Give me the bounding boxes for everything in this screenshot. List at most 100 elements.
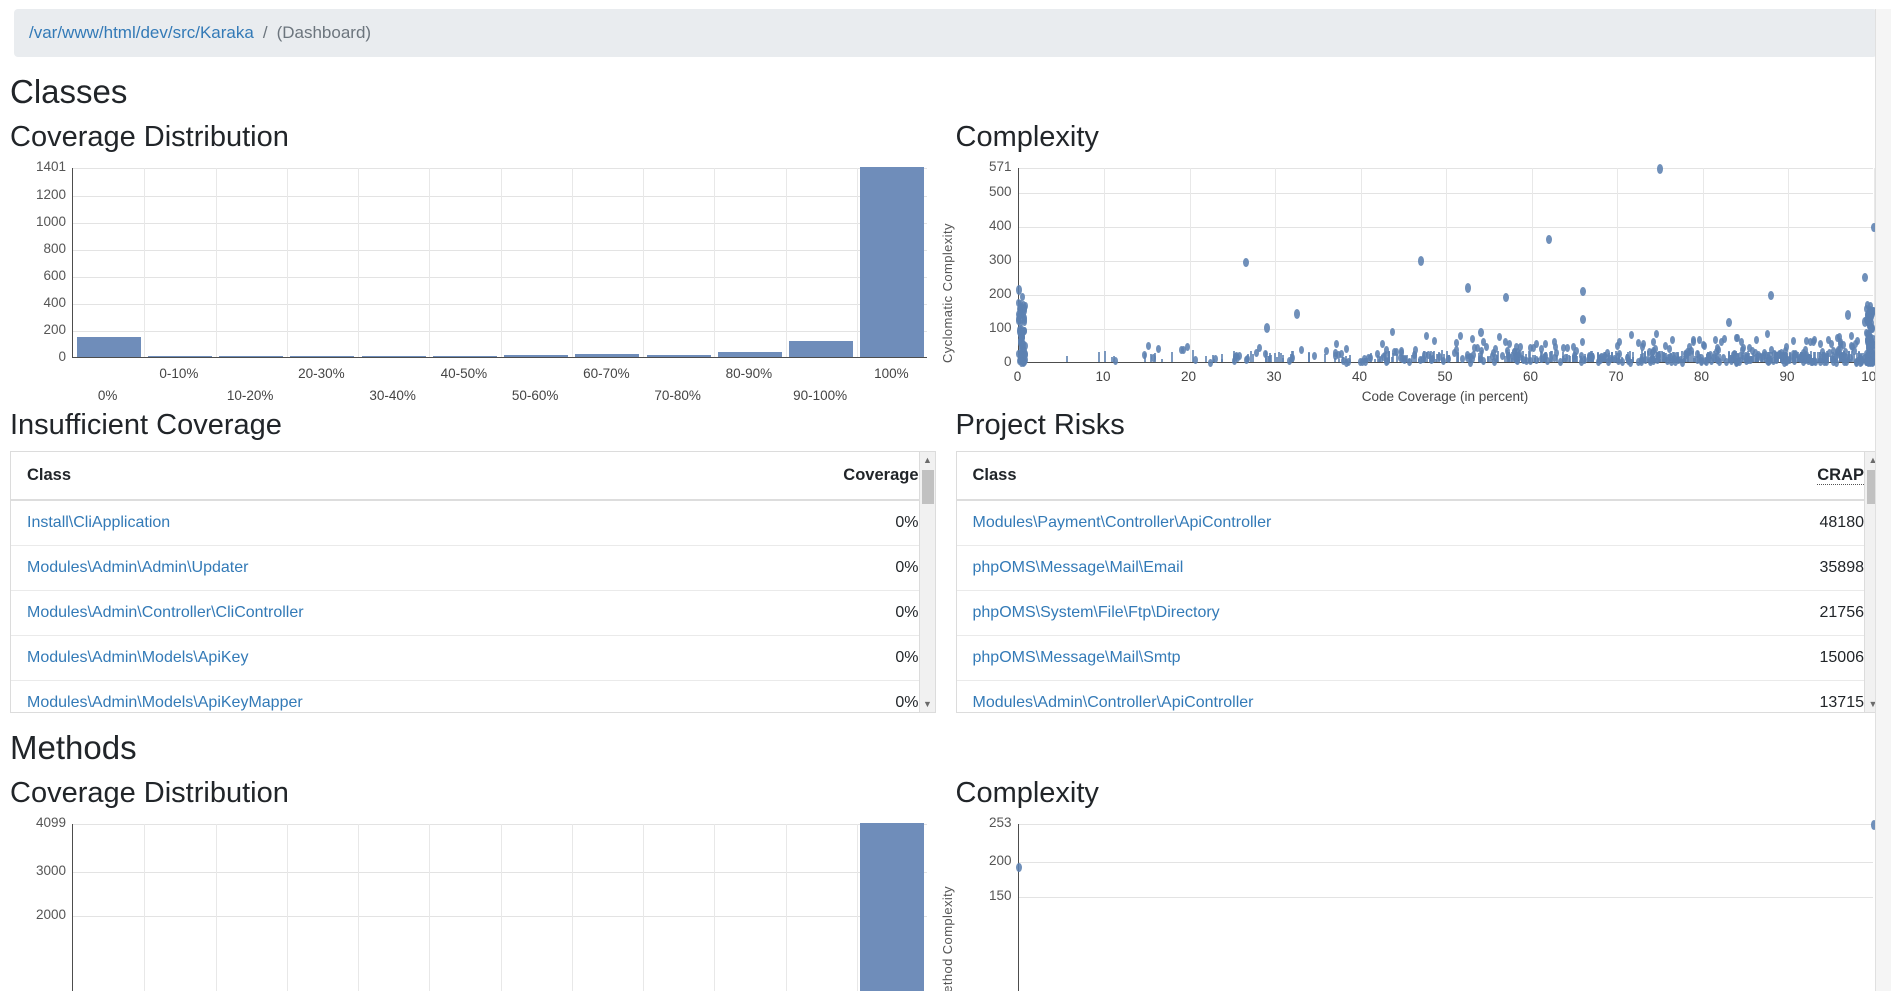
data-point bbox=[1514, 356, 1520, 365]
gridline-vertical bbox=[287, 823, 288, 991]
data-point bbox=[1423, 331, 1429, 340]
insufficient-coverage-scrollbar[interactable]: ▲ ▼ bbox=[918, 451, 935, 712]
density-tick bbox=[1662, 351, 1665, 363]
data-point bbox=[1638, 357, 1644, 366]
table-row: Modules\Admin\Admin\Updater 0% bbox=[11, 545, 935, 591]
class-link[interactable]: phpOMS\System\File\Ftp\Directory bbox=[972, 603, 1220, 621]
class-link[interactable]: Install\CliApplication bbox=[27, 513, 171, 531]
class-link[interactable]: Modules\Admin\Controller\ApiController bbox=[972, 693, 1254, 711]
density-tick bbox=[1687, 352, 1690, 363]
density-tick bbox=[1220, 354, 1223, 363]
data-point bbox=[1380, 339, 1386, 348]
scrollbar-thumb[interactable] bbox=[921, 469, 934, 504]
data-point bbox=[1668, 358, 1674, 367]
data-point bbox=[1676, 356, 1682, 365]
class-link[interactable]: phpOMS\Message\Mail\Smtp bbox=[972, 648, 1181, 666]
cell-class: Modules\Admin\Controller\ApiController bbox=[956, 680, 1703, 712]
data-point bbox=[1530, 344, 1536, 353]
data-point bbox=[1616, 338, 1622, 347]
scroll-down-icon[interactable]: ▼ bbox=[919, 695, 935, 712]
scroll-up-icon[interactable]: ▲ bbox=[919, 451, 935, 468]
class-link[interactable]: phpOMS\Message\Mail\Email bbox=[972, 558, 1184, 576]
bar-0-10pct[interactable] bbox=[147, 355, 212, 358]
x-axis-tick-label: 0-10% bbox=[159, 366, 199, 382]
column-header-class[interactable]: Class bbox=[11, 451, 697, 501]
x-axis-tick-label: 50-60% bbox=[511, 388, 559, 404]
breadcrumb-path-link[interactable]: /var/www/html/dev/src/Karaka bbox=[29, 23, 254, 42]
data-point bbox=[1432, 336, 1438, 345]
x-axis-tick-label: 90 bbox=[1779, 369, 1795, 385]
data-point bbox=[1412, 350, 1418, 359]
gridline-vertical bbox=[857, 823, 858, 991]
bar-100pct[interactable] bbox=[860, 822, 925, 991]
x-axis-tick-label: 40-50% bbox=[440, 366, 488, 382]
bar-50-60pct[interactable] bbox=[504, 354, 569, 358]
data-point bbox=[1754, 335, 1760, 344]
bar-20-30pct[interactable] bbox=[290, 355, 355, 358]
density-tick bbox=[1434, 358, 1437, 363]
bar-10-20pct[interactable] bbox=[219, 355, 284, 358]
data-point bbox=[1579, 337, 1585, 346]
data-point bbox=[1340, 356, 1346, 365]
gridline-vertical bbox=[144, 823, 145, 991]
bar-60-70pct[interactable] bbox=[575, 354, 640, 358]
density-tick bbox=[1528, 352, 1531, 363]
data-point bbox=[1812, 358, 1818, 367]
page-scrollbar[interactable] bbox=[1875, 9, 1891, 991]
gridline-horizontal bbox=[1018, 168, 1873, 170]
density-tick bbox=[1251, 353, 1254, 363]
data-point bbox=[1517, 350, 1523, 359]
bar-0pct[interactable] bbox=[76, 336, 141, 358]
data-point bbox=[1840, 340, 1846, 349]
bar-90-100pct[interactable] bbox=[789, 341, 854, 358]
class-coverage-distribution-chart[interactable]: 0 200 400 600 800 1000 1200 1401 0% 0-10% 10-20% 20… bbox=[10, 158, 946, 403]
column-header-coverage[interactable]: Coverage bbox=[696, 451, 935, 501]
class-link[interactable]: Modules\Admin\Admin\Updater bbox=[27, 558, 249, 576]
data-point bbox=[1635, 357, 1641, 366]
density-tick bbox=[1504, 355, 1507, 363]
data-point bbox=[1784, 355, 1790, 364]
data-point bbox=[1374, 350, 1380, 359]
data-point bbox=[1146, 341, 1152, 350]
density-tick bbox=[1390, 357, 1393, 363]
data-point bbox=[1653, 329, 1659, 338]
density-tick bbox=[1661, 351, 1664, 363]
class-link[interactable]: Modules\Admin\Controller\CliController bbox=[27, 603, 304, 621]
data-point bbox=[1826, 335, 1832, 344]
class-link[interactable]: Modules\Admin\Models\ApiKeyMapper bbox=[27, 693, 303, 711]
y-axis-tick-label: 253 bbox=[988, 814, 1012, 830]
data-point bbox=[1016, 862, 1022, 873]
bar-70-80pct[interactable] bbox=[646, 354, 711, 358]
class-complexity-chart[interactable]: 0 100 200 300 400 500 571 0 10 20 30 40 50 60 70 80 90 10… bbox=[940, 158, 1891, 404]
data-point bbox=[1705, 351, 1711, 360]
data-point bbox=[1019, 328, 1025, 337]
cell-value: 48180 bbox=[1702, 499, 1880, 546]
column-header-crap[interactable]: CRAP bbox=[1702, 451, 1880, 501]
data-point bbox=[1735, 334, 1741, 343]
data-point bbox=[1764, 329, 1770, 338]
bar-30-40pct[interactable] bbox=[361, 355, 426, 358]
column-header-class[interactable]: Class bbox=[956, 451, 1703, 501]
density-tick bbox=[1690, 354, 1693, 363]
density-tick bbox=[1754, 354, 1757, 363]
coverage-dashboard-page: /var/www/html/dev/src/Karaka / (Dashboar… bbox=[0, 9, 1891, 991]
cell-value: 0% bbox=[696, 680, 935, 712]
crap-label[interactable]: CRAP bbox=[1817, 465, 1864, 485]
data-point bbox=[1852, 347, 1858, 356]
method-coverage-distribution-chart[interactable]: 2000 3000 4099 bbox=[10, 814, 946, 991]
data-point bbox=[1651, 337, 1657, 346]
bar-40-50pct[interactable] bbox=[432, 355, 497, 358]
class-link[interactable]: Modules\Admin\Models\ApiKey bbox=[27, 648, 249, 666]
data-point bbox=[1667, 344, 1673, 353]
data-point bbox=[1539, 354, 1545, 363]
bar-100pct[interactable] bbox=[860, 167, 925, 358]
method-complexity-chart[interactable]: 150 200 253 Method Complexity bbox=[940, 814, 1891, 991]
x-axis-tick-label: 0% bbox=[97, 388, 118, 404]
data-point bbox=[1827, 348, 1833, 357]
density-tick bbox=[1646, 350, 1649, 363]
table-row: Modules\Admin\Controller\ApiController 13… bbox=[956, 680, 1880, 712]
density-tick bbox=[1211, 354, 1214, 363]
class-link[interactable]: Modules\Payment\Controller\ApiController bbox=[972, 513, 1272, 531]
bar-80-90pct[interactable] bbox=[717, 351, 782, 358]
density-tick bbox=[1532, 354, 1535, 363]
